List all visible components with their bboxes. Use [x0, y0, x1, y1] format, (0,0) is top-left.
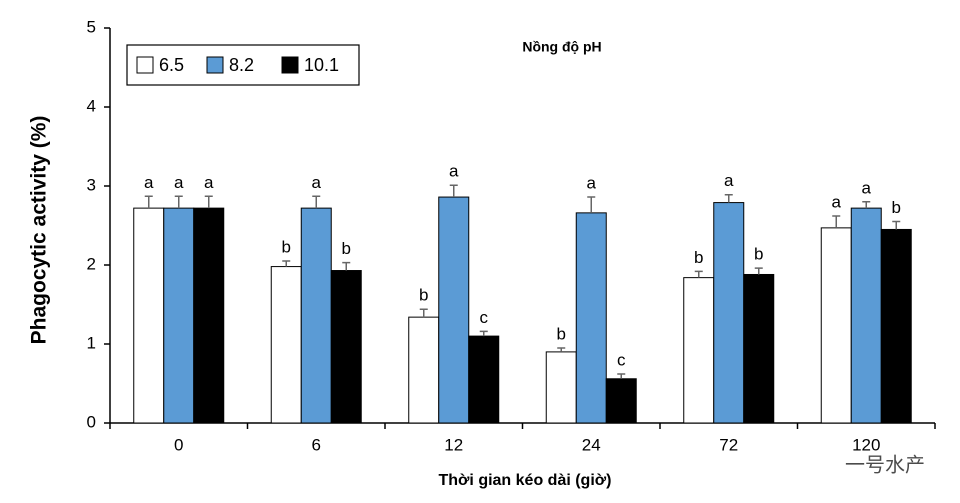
- bar: [438, 196, 470, 424]
- bar: [163, 207, 195, 424]
- error-bar: [419, 308, 428, 318]
- error-bar: [892, 220, 901, 230]
- bar: [545, 351, 577, 424]
- chart-title: Nồng độ pH: [522, 39, 601, 55]
- error-bar: [617, 373, 626, 379]
- y-tick-label: 1: [87, 333, 96, 352]
- error-bar: [754, 267, 763, 275]
- error-bar: [342, 261, 351, 271]
- x-tick-label: 6: [312, 435, 321, 454]
- bar: [683, 277, 715, 424]
- significance-letter: b: [419, 286, 428, 305]
- significance-letter: b: [342, 239, 351, 258]
- error-bar: [694, 270, 703, 278]
- bar: [270, 266, 302, 424]
- error-bar: [587, 196, 596, 213]
- significance-letter: c: [617, 351, 626, 370]
- bar: [133, 207, 165, 424]
- legend-swatch: [281, 56, 299, 74]
- y-tick-label: 0: [87, 412, 96, 431]
- x-tick-label: 0: [174, 435, 183, 454]
- bar: [850, 207, 882, 424]
- x-tick-label: 72: [719, 435, 738, 454]
- bar: [193, 207, 225, 424]
- significance-letter: b: [557, 324, 566, 343]
- significance-letter: a: [174, 173, 184, 192]
- bar: [468, 335, 500, 424]
- significance-letter: a: [587, 174, 597, 193]
- bar: [880, 228, 912, 424]
- y-tick-label: 4: [87, 96, 96, 115]
- significance-letter: a: [204, 173, 214, 192]
- significance-letter: a: [144, 173, 154, 192]
- error-bar: [724, 193, 733, 203]
- y-tick-label: 2: [87, 254, 96, 273]
- y-tick-label: 3: [87, 175, 96, 194]
- significance-letter: a: [832, 193, 842, 212]
- significance-letter: b: [892, 198, 901, 217]
- error-bar: [832, 215, 841, 228]
- bar: [330, 270, 362, 424]
- significance-letter: a: [449, 162, 459, 181]
- significance-letter: a: [724, 171, 734, 190]
- error-bar: [174, 195, 183, 209]
- error-bar: [557, 347, 566, 352]
- significance-letter: a: [312, 173, 322, 192]
- bar: [575, 212, 607, 424]
- legend-swatch: [206, 56, 224, 74]
- bar: [743, 273, 775, 424]
- bar: [820, 227, 852, 424]
- error-bar: [204, 195, 213, 209]
- bar: [408, 316, 440, 424]
- error-bar: [312, 195, 321, 209]
- x-tick-label: 24: [582, 435, 601, 454]
- significance-letter: b: [694, 248, 703, 267]
- watermark: 一号水产: [845, 453, 925, 476]
- error-bar: [479, 330, 488, 337]
- significance-letter: c: [480, 308, 489, 327]
- error-bar: [282, 260, 291, 267]
- significance-letter: b: [754, 245, 763, 264]
- legend-label: 6.5: [159, 55, 184, 75]
- legend-label: 8.2: [229, 55, 254, 75]
- legend-box: [126, 44, 360, 86]
- error-bar: [144, 195, 153, 209]
- y-tick-label: 5: [87, 17, 96, 36]
- bar: [605, 378, 637, 424]
- x-axis-label: Thời gian kéo dài (giờ): [439, 472, 612, 489]
- bar: [713, 202, 745, 424]
- legend-label: 10.1: [304, 55, 339, 75]
- significance-letter: b: [282, 238, 291, 257]
- x-tick-label: 120: [852, 435, 880, 454]
- significance-letter: a: [862, 178, 872, 197]
- legend-swatch: [136, 56, 154, 74]
- bar: [300, 207, 332, 424]
- error-bar: [449, 184, 458, 198]
- y-axis-label: Phagocytic activity (%): [28, 116, 51, 345]
- error-bar: [862, 201, 871, 209]
- x-tick-label: 12: [444, 435, 463, 454]
